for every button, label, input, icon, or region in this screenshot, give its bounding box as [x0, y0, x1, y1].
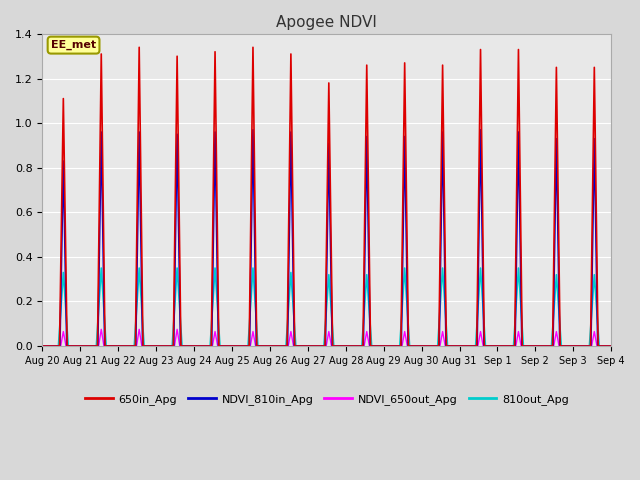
- Legend: 650in_Apg, NDVI_810in_Apg, NDVI_650out_Apg, 810out_Apg: 650in_Apg, NDVI_810in_Apg, NDVI_650out_A…: [81, 389, 573, 409]
- Text: EE_met: EE_met: [51, 40, 96, 50]
- Title: Apogee NDVI: Apogee NDVI: [276, 15, 377, 30]
